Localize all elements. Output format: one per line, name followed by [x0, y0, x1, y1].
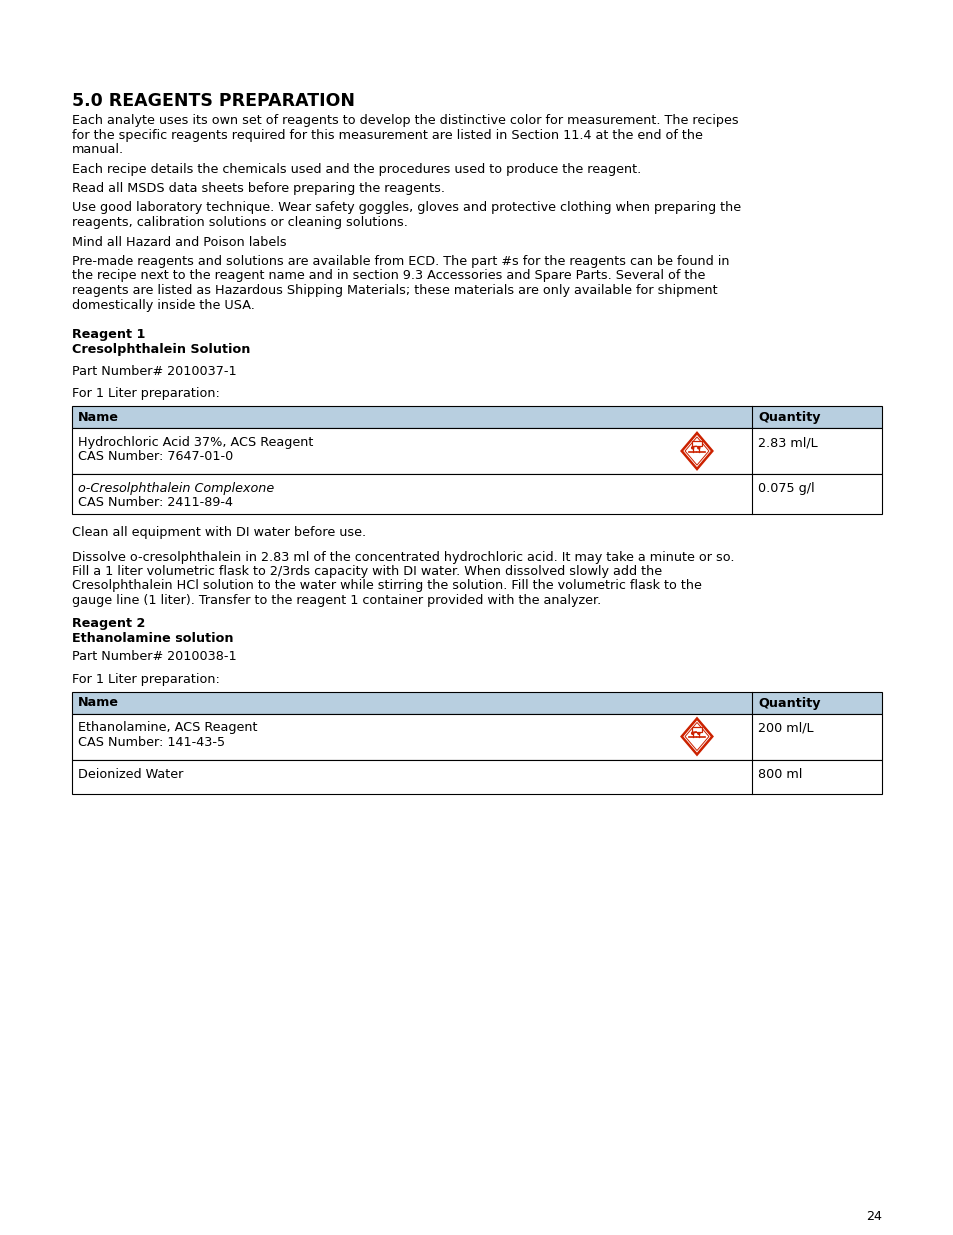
Text: Name: Name	[78, 697, 119, 709]
Text: Use good laboratory technique. Wear safety goggles, gloves and protective clothi: Use good laboratory technique. Wear safe…	[71, 201, 740, 215]
Text: Name: Name	[78, 411, 119, 424]
Text: domestically inside the USA.: domestically inside the USA.	[71, 299, 254, 311]
Text: Fill a 1 liter volumetric flask to 2/3rds capacity with DI water. When dissolved: Fill a 1 liter volumetric flask to 2/3rd…	[71, 564, 661, 578]
Circle shape	[697, 447, 700, 448]
Text: CAS Number: 7647-01-0: CAS Number: 7647-01-0	[78, 451, 233, 463]
Text: Clean all equipment with DI water before use.: Clean all equipment with DI water before…	[71, 526, 366, 538]
Text: Dissolve o-cresolphthalein in 2.83 ml of the concentrated hydrochloric acid. It : Dissolve o-cresolphthalein in 2.83 ml of…	[71, 551, 734, 563]
Circle shape	[691, 447, 693, 448]
Text: Reagent 1: Reagent 1	[71, 329, 145, 341]
Text: CAS Number: 2411-89-4: CAS Number: 2411-89-4	[78, 496, 233, 510]
FancyBboxPatch shape	[71, 714, 882, 760]
Text: Cresolphthalein Solution: Cresolphthalein Solution	[71, 342, 250, 356]
Text: CAS Number: 141-43-5: CAS Number: 141-43-5	[78, 736, 225, 748]
Text: gauge line (1 liter). Transfer to the reagent 1 container provided with the anal: gauge line (1 liter). Transfer to the re…	[71, 594, 600, 606]
Text: Each analyte uses its own set of reagents to develop the distinctive color for m: Each analyte uses its own set of reagent…	[71, 114, 738, 127]
Text: Mind all Hazard and Poison labels: Mind all Hazard and Poison labels	[71, 236, 286, 248]
Text: Read all MSDS data sheets before preparing the reagents.: Read all MSDS data sheets before prepari…	[71, 182, 444, 195]
Text: Each recipe details the chemicals used and the procedures used to produce the re: Each recipe details the chemicals used a…	[71, 163, 640, 175]
Text: 24: 24	[865, 1210, 882, 1223]
FancyBboxPatch shape	[691, 726, 701, 731]
Text: Quantity: Quantity	[758, 697, 820, 709]
Polygon shape	[681, 719, 712, 755]
Text: 0.075 g/l: 0.075 g/l	[758, 482, 814, 495]
Text: for the specific reagents required for this measurement are listed in Section 11: for the specific reagents required for t…	[71, 128, 702, 142]
Text: o-Cresolphthalein Complexone: o-Cresolphthalein Complexone	[78, 482, 274, 495]
Text: reagents are listed as Hazardous Shipping Materials; these materials are only av: reagents are listed as Hazardous Shippin…	[71, 284, 717, 296]
Text: Ethanolamine solution: Ethanolamine solution	[71, 632, 233, 645]
Circle shape	[691, 732, 693, 735]
FancyBboxPatch shape	[71, 474, 882, 514]
Text: Deionized Water: Deionized Water	[78, 767, 183, 781]
Polygon shape	[684, 722, 708, 751]
Text: Pre-made reagents and solutions are available from ECD. The part #s for the reag: Pre-made reagents and solutions are avai…	[71, 254, 729, 268]
Text: Hydrochloric Acid 37%, ACS Reagent: Hydrochloric Acid 37%, ACS Reagent	[78, 436, 313, 450]
Text: Quantity: Quantity	[758, 411, 820, 424]
FancyBboxPatch shape	[71, 692, 882, 714]
Text: Part Number# 2010037-1: Part Number# 2010037-1	[71, 366, 236, 378]
Text: manual.: manual.	[71, 143, 124, 156]
Polygon shape	[684, 437, 708, 466]
FancyBboxPatch shape	[71, 406, 882, 429]
Text: For 1 Liter preparation:: For 1 Liter preparation:	[71, 388, 219, 400]
FancyBboxPatch shape	[71, 760, 882, 794]
Text: 800 ml: 800 ml	[758, 767, 801, 781]
FancyBboxPatch shape	[691, 441, 701, 446]
Text: Cresolphthalein HCl solution to the water while stirring the solution. Fill the : Cresolphthalein HCl solution to the wate…	[71, 579, 701, 593]
Text: 2.83 ml/L: 2.83 ml/L	[758, 436, 817, 450]
Text: 5.0 REAGENTS PREPARATION: 5.0 REAGENTS PREPARATION	[71, 91, 355, 110]
Text: the recipe next to the reagent name and in section 9.3 Accessories and Spare Par: the recipe next to the reagent name and …	[71, 269, 704, 283]
Polygon shape	[681, 433, 712, 469]
Text: For 1 Liter preparation:: For 1 Liter preparation:	[71, 673, 219, 685]
FancyBboxPatch shape	[71, 429, 882, 474]
Text: Reagent 2: Reagent 2	[71, 618, 145, 631]
Circle shape	[697, 732, 700, 735]
Text: Part Number# 2010038-1: Part Number# 2010038-1	[71, 651, 236, 663]
Text: reagents, calibration solutions or cleaning solutions.: reagents, calibration solutions or clean…	[71, 216, 408, 228]
Text: Ethanolamine, ACS Reagent: Ethanolamine, ACS Reagent	[78, 721, 257, 735]
Text: 200 ml/L: 200 ml/L	[758, 721, 813, 735]
